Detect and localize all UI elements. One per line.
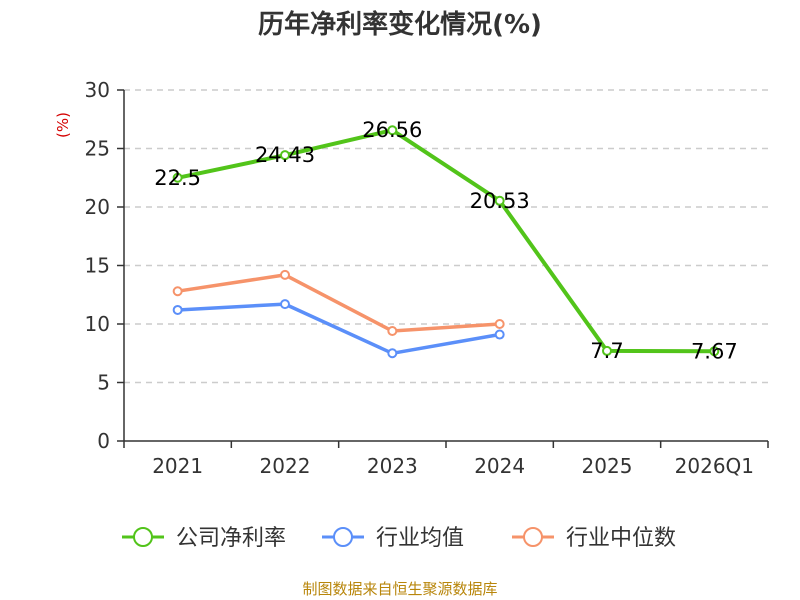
data-label: 7.67 xyxy=(691,339,738,363)
x-tick-label: 2026Q1 xyxy=(675,454,754,478)
y-tick-label: 0 xyxy=(97,429,110,453)
y-tick-label: 15 xyxy=(85,254,110,278)
data-point[interactable] xyxy=(172,304,183,315)
data-point[interactable] xyxy=(280,299,290,310)
legend-label: 行业均值 xyxy=(376,526,464,551)
chart-title: 历年净利率变化情况(%) xyxy=(258,9,542,40)
data-labels: 22.5 24.43 26.56 20.53 7.7 7.67 xyxy=(154,118,737,363)
data-point[interactable] xyxy=(387,125,398,136)
legend-label: 公司净利率 xyxy=(176,526,286,551)
data-point[interactable] xyxy=(602,345,612,356)
data-point[interactable] xyxy=(172,172,183,183)
x-tick-label: 2025 xyxy=(582,454,633,478)
y-tick-label: 20 xyxy=(85,195,110,219)
y-tick-label: 30 xyxy=(85,78,110,102)
data-point[interactable] xyxy=(387,326,398,337)
data-point[interactable] xyxy=(387,348,398,359)
data-label: 7.7 xyxy=(590,339,623,363)
y-tick-label: 25 xyxy=(85,137,110,161)
legend: 公司净利率 行业均值 行业中位数 xyxy=(122,526,676,551)
legend-item[interactable]: 行业均值 xyxy=(322,526,464,551)
data-point[interactable] xyxy=(494,329,505,340)
series-line-0 xyxy=(175,128,717,354)
source-note: 制图数据来自恒生聚源数据库 xyxy=(302,580,497,598)
x-tick-label: 2022 xyxy=(260,454,311,478)
data-point[interactable] xyxy=(172,286,183,297)
series-line-2 xyxy=(175,273,502,333)
y-axis-unit-label: (%) xyxy=(54,112,72,138)
series-lines xyxy=(172,125,720,359)
legend-item[interactable]: 行业中位数 xyxy=(512,526,676,551)
data-point[interactable] xyxy=(494,195,505,206)
series-line-1 xyxy=(175,302,502,356)
legend-marker-icon xyxy=(133,527,153,547)
y-tick-label: 10 xyxy=(85,312,110,336)
x-tick-label: 2023 xyxy=(367,454,418,478)
data-point[interactable] xyxy=(280,269,290,280)
data-point[interactable] xyxy=(709,346,720,357)
data-label: 20.53 xyxy=(470,189,530,213)
data-point[interactable] xyxy=(280,150,290,161)
legend-item[interactable]: 公司净利率 xyxy=(122,526,286,551)
grid-lines xyxy=(124,89,768,384)
data-point[interactable] xyxy=(494,319,505,329)
x-tick-label: 2021 xyxy=(152,454,203,478)
legend-marker-icon xyxy=(333,527,353,547)
y-tick-label: 5 xyxy=(97,371,110,395)
data-label: 24.43 xyxy=(255,143,315,167)
legend-marker-icon xyxy=(523,527,543,547)
legend-label: 行业中位数 xyxy=(566,526,676,551)
x-tick-label: 2024 xyxy=(474,454,525,478)
data-label: 22.5 xyxy=(154,166,201,190)
data-label: 26.56 xyxy=(362,118,422,142)
